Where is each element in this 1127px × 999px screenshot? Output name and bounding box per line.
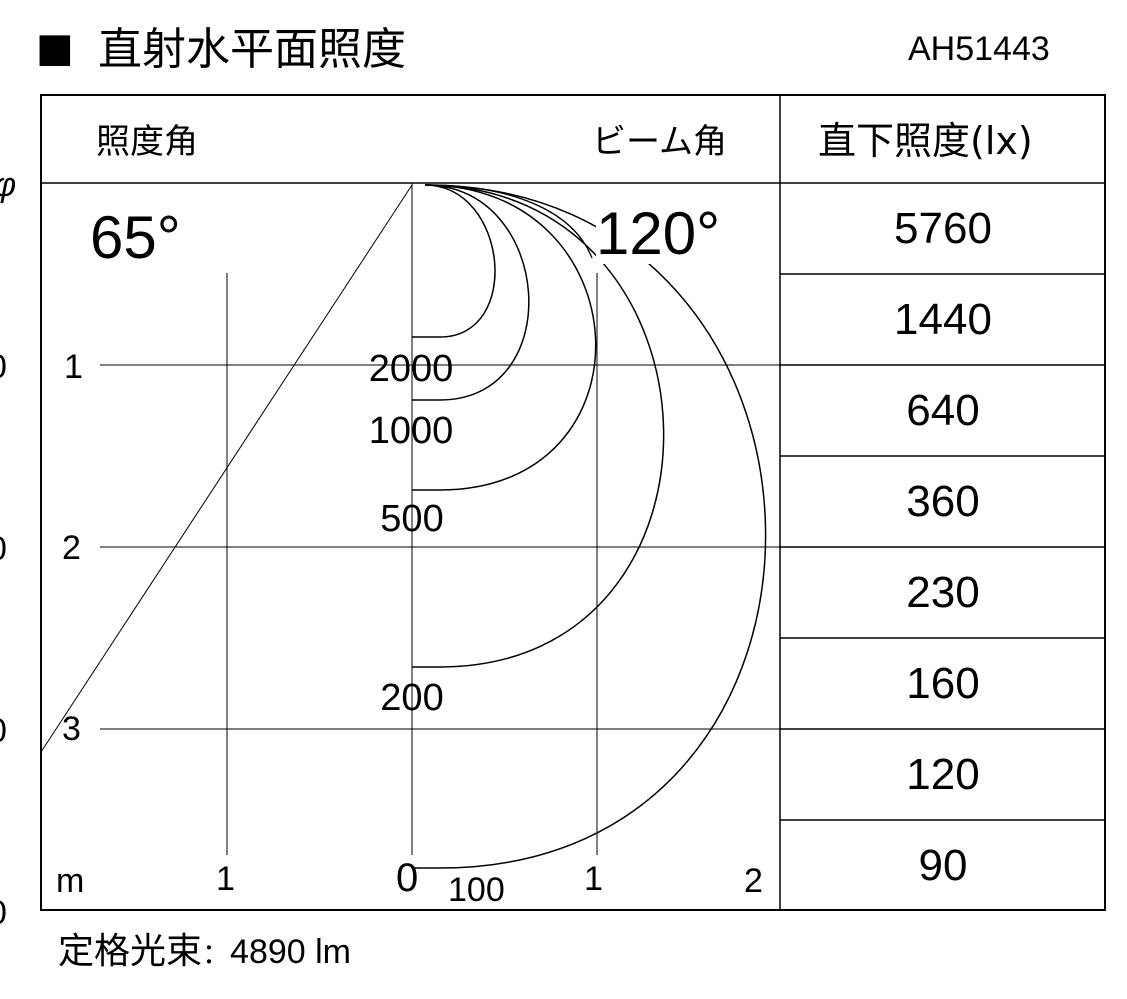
isolux-label-500: 500: [380, 498, 444, 540]
illuminance-angle-value: 65°: [90, 204, 181, 271]
direct-illuminance-header: 直下照度(lx): [818, 119, 1033, 163]
left-fragment: 0: [0, 714, 7, 748]
y-tick-2: 2: [62, 529, 81, 567]
page-title: 直射水平面照度: [98, 24, 406, 75]
x-tick-0: 0: [396, 856, 419, 900]
isolux-curve-100: [412, 184, 767, 869]
beam-angle-value: 120°: [596, 200, 721, 267]
title-marker: ■: [36, 25, 74, 71]
direct-illuminance-cell: 160: [906, 658, 980, 708]
isolux-label-2000: 2000: [368, 348, 454, 390]
direct-illuminance-cell: 1440: [894, 294, 992, 344]
illuminance-angle-label: 照度角: [96, 122, 198, 162]
left-fragment: 0: [0, 350, 7, 384]
direct-illuminance-cell: 120: [906, 749, 980, 799]
left-fragment: 0: [0, 896, 7, 930]
x-tick-right-2: 2: [744, 862, 763, 900]
y-tick-3: 3: [62, 710, 81, 748]
x-tick-right-1: 1: [584, 860, 603, 898]
rated-flux-label: 定格光束: [58, 931, 203, 972]
y-tick-1: 1: [64, 348, 83, 386]
rated-flux-value: 4890 lm: [230, 933, 351, 971]
isolux-label-200: 200: [380, 677, 444, 719]
isolux-curve-500: [412, 184, 597, 491]
grid: [100, 183, 780, 855]
isolux-curves: [412, 184, 767, 869]
isolux-curve-1000: [412, 184, 530, 401]
isolux-curve-2000: [412, 184, 496, 338]
direct-illuminance-cell: 230: [906, 567, 980, 617]
separator: ：: [202, 937, 231, 970]
isolux-label-100: 100: [448, 871, 505, 909]
illuminance-angle-line: [40, 184, 413, 753]
beam-angle-label: ビーム角: [592, 122, 727, 162]
direct-illuminance-cell: 640: [906, 385, 980, 435]
axis-unit: m: [56, 862, 85, 900]
model-number: AH51443: [908, 30, 1050, 68]
isolux-label-1000: 1000: [368, 410, 454, 452]
direct-illuminance-cell: 360: [906, 476, 980, 526]
footer-label: 定格光束：4890 lm: [58, 934, 351, 970]
beam-angle-arc: [424, 184, 593, 259]
frame: [40, 94, 1106, 911]
direct-illuminance-cell: 90: [918, 840, 968, 890]
x-tick-left-1: 1: [216, 860, 235, 898]
table-row-lines: [780, 273, 1105, 821]
direct-illuminance-cell: 5760: [894, 203, 992, 253]
left-fragment: φ: [0, 168, 16, 202]
left-fragment: 0: [0, 532, 7, 566]
isolux-curve-200: [412, 184, 665, 668]
